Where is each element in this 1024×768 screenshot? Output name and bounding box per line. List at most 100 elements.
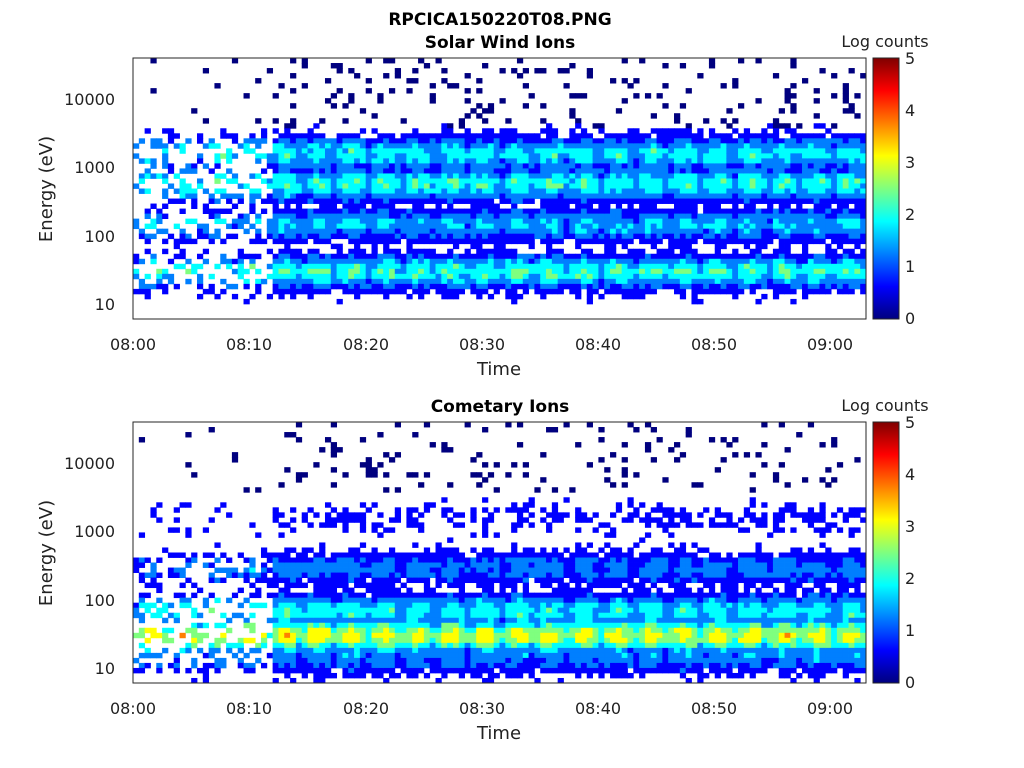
heatmap-cell: [563, 218, 570, 225]
heatmap-cell: [266, 198, 274, 204]
heatmap-cell: [371, 617, 378, 624]
heatmap-cell: [458, 288, 465, 295]
heatmap-cell: [447, 447, 454, 453]
heatmap-cell: [656, 128, 663, 134]
heatmap-cell: [685, 153, 692, 159]
heatmap-cell: [150, 612, 157, 619]
heatmap-cell: [400, 193, 407, 199]
heatmap-cell: [836, 153, 844, 159]
heatmap-cell: [441, 662, 448, 669]
heatmap-cell: [819, 228, 826, 235]
heatmap-cell: [540, 68, 547, 74]
heatmap-cell: [813, 278, 820, 285]
heatmap-cell: [476, 253, 483, 260]
heatmap-cell: [429, 93, 436, 99]
heatmap-cell: [435, 278, 442, 285]
heatmap-cell: [482, 617, 489, 624]
heatmap-cell: [720, 228, 727, 235]
heatmap-cell: [772, 118, 780, 124]
heatmap-cell: [226, 168, 233, 174]
heatmap-cell: [802, 78, 809, 84]
heatmap-cell: [639, 258, 646, 265]
heatmap-cell: [656, 168, 663, 174]
heatmap-cell: [231, 283, 239, 290]
heatmap-cell: [173, 572, 180, 578]
heatmap-cell: [796, 258, 803, 265]
heatmap-cell: [412, 627, 419, 634]
heatmap-cell: [761, 223, 768, 230]
heatmap-cell: [650, 233, 657, 240]
heatmap-cell: [540, 138, 547, 144]
heatmap-cell: [569, 168, 576, 174]
heatmap-cell: [842, 93, 849, 99]
heatmap-cell: [476, 637, 483, 644]
heatmap-cell: [557, 263, 564, 270]
heatmap-cell: [784, 213, 791, 220]
heatmap-cell: [278, 592, 285, 599]
heatmap-cell: [330, 263, 338, 270]
heatmap-cell: [580, 218, 588, 225]
heatmap-cell: [272, 627, 279, 634]
heatmap-cell: [371, 587, 378, 594]
heatmap-cell: [650, 158, 657, 164]
heatmap-cell: [755, 178, 762, 184]
heatmap-cell: [278, 587, 285, 594]
heatmap-cell: [633, 188, 640, 194]
heatmap-cell: [435, 233, 442, 240]
heatmap-cell: [406, 647, 413, 654]
heatmap-cell: [615, 168, 623, 174]
heatmap-cell: [487, 667, 495, 674]
heatmap-cell: [313, 662, 320, 669]
heatmap-cell: [476, 113, 483, 119]
heatmap-cell: [435, 602, 442, 609]
heatmap-cell: [162, 288, 169, 295]
heatmap-cell: [802, 178, 809, 184]
heatmap-cell: [330, 587, 338, 594]
heatmap-cell: [592, 208, 599, 214]
heatmap-cell: [842, 198, 849, 204]
heatmap-cell: [604, 203, 611, 209]
heatmap-cell: [394, 597, 402, 604]
heatmap-cell: [685, 223, 692, 230]
heatmap-cell: [418, 612, 425, 619]
heatmap-cell: [330, 632, 338, 639]
heatmap-cell: [679, 258, 687, 265]
heatmap-cell: [458, 612, 465, 619]
heatmap-cell: [511, 233, 518, 240]
heatmap-cell: [406, 587, 413, 594]
heatmap-cell: [167, 258, 175, 265]
heatmap-cell: [342, 168, 349, 174]
heatmap-cell: [150, 562, 157, 568]
heatmap-cell: [516, 148, 524, 154]
heatmap-cell: [383, 642, 390, 649]
heatmap-cell: [697, 73, 704, 79]
heatmap-cell: [295, 248, 303, 255]
heatmap-cell: [266, 163, 274, 169]
heatmap-cell: [732, 78, 739, 84]
heatmap-cell: [144, 168, 151, 174]
heatmap-cell: [790, 108, 797, 114]
heatmap-cell: [150, 652, 157, 659]
heatmap-cell: [290, 562, 297, 568]
heatmap-cell: [458, 118, 465, 124]
heatmap-cell: [464, 572, 471, 578]
heatmap-cell: [295, 647, 303, 654]
heatmap-cell: [243, 298, 250, 305]
heatmap-cell: [301, 63, 308, 69]
heatmap-cell: [452, 273, 460, 280]
heatmap-cell: [487, 143, 495, 149]
heatmap-cell: [563, 208, 570, 214]
heatmap-cell: [383, 168, 390, 174]
heatmap-cell: [266, 158, 274, 164]
heatmap-cell: [452, 612, 460, 619]
heatmap-cell: [423, 218, 431, 225]
heatmap-cell: [412, 617, 419, 624]
heatmap-cell: [202, 258, 210, 265]
heatmap-cell: [313, 652, 320, 659]
heatmap-cell: [354, 143, 361, 149]
heatmap-cell: [435, 138, 442, 144]
heatmap-cell: [516, 193, 524, 199]
heatmap-cell: [551, 138, 559, 144]
heatmap-cell: [487, 238, 495, 245]
heatmap-cell: [831, 148, 838, 154]
